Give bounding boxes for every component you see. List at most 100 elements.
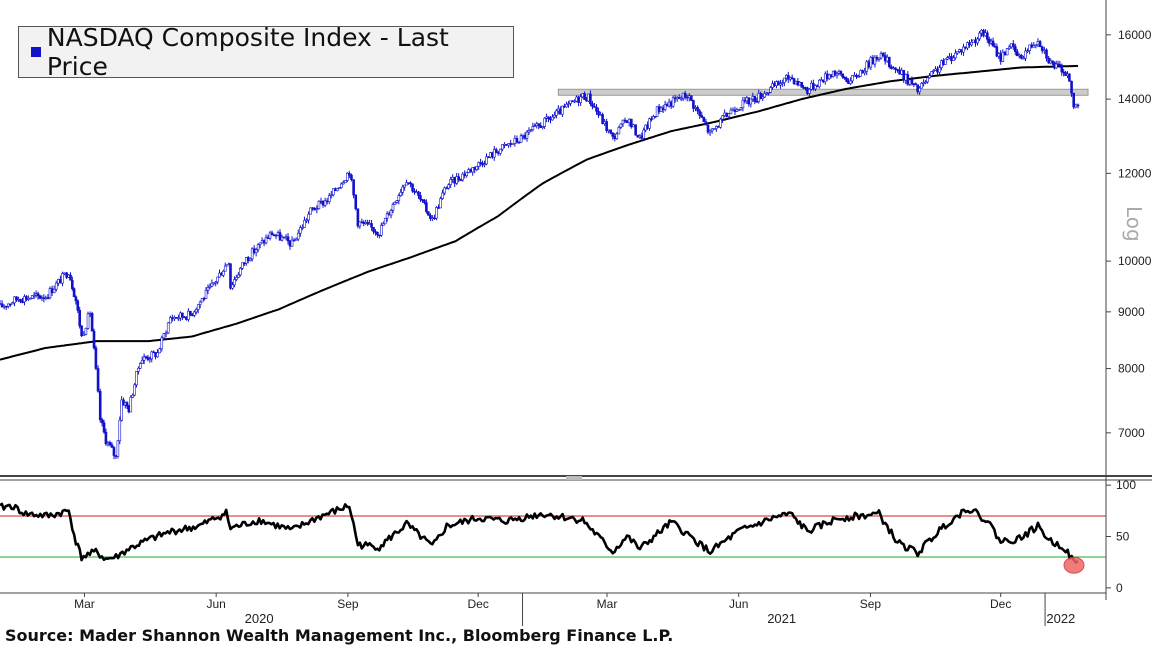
- price-candle: [9, 303, 12, 306]
- price-candle: [104, 431, 108, 445]
- price-candle: [723, 112, 726, 116]
- price-candle: [509, 143, 512, 145]
- price-candle: [942, 60, 945, 65]
- x-tick-label: Jun: [729, 597, 748, 611]
- price-candle: [839, 71, 843, 75]
- price-candle: [972, 39, 975, 43]
- y-tick-label: 14000: [1118, 92, 1152, 106]
- price-candle: [561, 105, 564, 115]
- price-candle: [381, 223, 385, 226]
- price-candle: [995, 46, 999, 57]
- price-candle: [150, 351, 154, 360]
- price-candle: [108, 442, 112, 446]
- price-candle: [962, 46, 965, 53]
- price-candle: [857, 76, 860, 78]
- price-candle: [655, 106, 659, 117]
- price-candle: [237, 274, 240, 278]
- price-candle: [28, 297, 32, 300]
- price-candle: [307, 213, 310, 221]
- price-candle: [169, 317, 172, 324]
- price-candle: [589, 93, 592, 104]
- price-candle: [214, 281, 217, 284]
- price-candle: [231, 284, 234, 289]
- price-candle: [196, 304, 200, 310]
- price-candle: [137, 367, 140, 372]
- price-candle: [966, 42, 969, 49]
- price-candle: [859, 70, 862, 77]
- price-candle: [632, 124, 635, 128]
- x-tick-label: Sep: [860, 597, 882, 611]
- price-candle: [669, 101, 673, 107]
- price-candle: [902, 69, 906, 81]
- price-candle: [928, 75, 931, 79]
- price-candle: [194, 309, 198, 313]
- price-candle: [106, 442, 110, 445]
- price-candle: [198, 301, 202, 305]
- price-candle: [323, 200, 327, 206]
- price-candle: [485, 156, 488, 165]
- price-candle: [551, 116, 554, 121]
- price-candle: [158, 348, 161, 354]
- price-candle: [843, 77, 846, 79]
- price-candle: [577, 96, 580, 103]
- price-candle: [861, 70, 864, 74]
- price-candle: [148, 358, 152, 361]
- price-candle: [258, 242, 262, 245]
- price-candle: [533, 125, 537, 128]
- price-candle: [894, 67, 897, 70]
- legend-entry: NASDAQ Composite Index - Last Price: [46, 23, 449, 81]
- price-candle: [459, 179, 462, 181]
- price-candle: [873, 56, 877, 65]
- price-candle: [222, 270, 225, 276]
- price-candle: [248, 258, 252, 261]
- price-candle: [346, 172, 349, 181]
- price-candle: [517, 141, 521, 144]
- price-candle: [112, 447, 116, 456]
- price-candle: [208, 285, 212, 288]
- price-candle: [210, 282, 214, 287]
- price-candle: [473, 167, 477, 170]
- y-tick-label: 16000: [1118, 28, 1152, 42]
- price-candle: [156, 352, 159, 358]
- price-candle: [851, 75, 854, 82]
- price-candle: [315, 208, 319, 211]
- price-candle: [125, 402, 129, 407]
- price-candle: [529, 129, 533, 132]
- price-candle: [465, 172, 469, 176]
- price-candle: [498, 148, 502, 154]
- price-candle: [399, 191, 403, 196]
- price-candle: [946, 57, 949, 60]
- price-candle: [525, 131, 529, 139]
- price-candle: [483, 163, 486, 166]
- price-candle: [96, 368, 100, 392]
- x-tick-label: Mar: [597, 597, 618, 611]
- price-candle: [593, 106, 596, 108]
- price-candle: [1036, 41, 1040, 46]
- price-candle: [299, 227, 302, 234]
- y-tick-label: 9000: [1118, 305, 1145, 319]
- price-candle: [223, 265, 227, 272]
- price-candle: [82, 334, 86, 337]
- price-candle: [541, 126, 544, 128]
- price-candle: [721, 115, 724, 120]
- price-axis: 7000 8000 9000 10000 12000 14000 16000: [1106, 28, 1152, 440]
- price-candle: [206, 287, 210, 291]
- price-candle: [890, 66, 893, 69]
- price-candle: [755, 101, 759, 103]
- price-candle: [557, 108, 560, 112]
- panel-resize-handle[interactable]: [566, 476, 582, 480]
- year-label: 2022: [1046, 611, 1075, 626]
- price-candle: [1032, 45, 1036, 48]
- price-candle: [496, 152, 500, 154]
- oscillator-panel: [0, 502, 1106, 574]
- price-candle: [855, 74, 858, 78]
- price-candle: [72, 288, 76, 298]
- price-candle: [729, 109, 733, 115]
- price-candle: [603, 121, 606, 124]
- price-candle: [92, 330, 96, 349]
- price-candle: [59, 279, 62, 284]
- price-candle: [968, 42, 971, 46]
- price-candle: [1030, 44, 1034, 48]
- price-candle: [19, 299, 22, 302]
- price-candle: [667, 101, 671, 107]
